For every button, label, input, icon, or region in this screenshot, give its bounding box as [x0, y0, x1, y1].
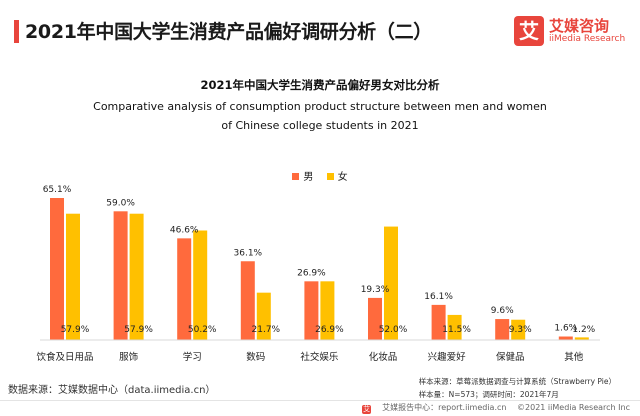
category-label-0: 饮食及日用品	[36, 351, 93, 363]
data-label-male-8: 1.6%	[554, 324, 577, 334]
bar-female-7	[511, 319, 526, 340]
category-label-6: 兴趣爱好	[428, 351, 467, 363]
data-label-male-2: 46.6%	[170, 225, 199, 235]
category-label-2: 学习	[183, 351, 202, 363]
data-label-male-5: 19.3%	[361, 285, 390, 295]
data-label-female-4: 26.9%	[315, 325, 344, 335]
chart-subtitle: Comparative analysis of consumption prod…	[0, 97, 640, 135]
chart-subtitle-line-2: of Chinese college students in 2021	[221, 119, 419, 132]
legend-swatch-female	[326, 173, 334, 180]
bar-female-0	[66, 213, 80, 340]
bar-male-3	[240, 261, 255, 340]
data-label-male-1: 59.0%	[106, 198, 135, 208]
chart-title: 2021年中国大学生消费产品偏好男女对比分析	[200, 78, 440, 92]
bar-female-8	[574, 337, 589, 340]
bar-female-6	[447, 314, 462, 340]
bar-male-6	[431, 304, 446, 340]
bar-female-3	[256, 292, 271, 340]
legend-item-male: 男	[292, 168, 313, 183]
sample-size: 样本量：N=573；调研时间：2021年7月	[418, 390, 559, 399]
bar-male-8	[558, 336, 573, 340]
data-label-male-4: 26.9%	[297, 268, 326, 278]
category-label-8: 其他	[564, 351, 584, 363]
chart-legend: 男 女	[0, 168, 640, 183]
bar-female-1	[129, 213, 144, 340]
data-label-female-6: 11.5%	[442, 325, 471, 335]
legend-label-male: 男	[303, 172, 314, 183]
sample-source: 样本来源：草莓派数据调查与计算系统（Strawberry Pie）	[418, 377, 616, 386]
category-label-5: 化妆品	[369, 351, 398, 363]
data-label-male-0: 65.1%	[43, 185, 72, 195]
category-label-1: 服饰	[119, 351, 138, 363]
data-label-female-0: 57.9%	[61, 325, 90, 335]
title-accent-bar	[14, 20, 19, 43]
data-label-female-7: 9.3%	[509, 325, 532, 335]
data-label-female-5: 52.0%	[379, 325, 408, 335]
chart-subtitle-line-1: Comparative analysis of consumption prod…	[93, 100, 547, 113]
data-label-female-3: 21.7%	[252, 325, 281, 335]
bar-male-2	[177, 238, 192, 340]
category-label-7: 保健品	[496, 351, 525, 363]
page-title: 2021年中国大学生消费产品偏好调研分析（二）	[25, 21, 432, 43]
footer-bar: 艾 艾媒报告中心：report.iimedia.cn ©2021 iiMedia …	[346, 402, 630, 414]
data-source: 数据来源：艾媒数据中心（data.iimedia.cn）	[8, 385, 216, 396]
bar-male-1	[113, 211, 128, 340]
copyright: ©2021 iiMedia Research Inc	[517, 403, 630, 412]
legend-swatch-male	[292, 173, 300, 180]
brand-logo-name-en: iiMedia Research	[549, 34, 626, 44]
report-site[interactable]: 艾 艾媒报告中心：report.iimedia.cn	[354, 403, 507, 414]
data-label-male-6: 16.1%	[424, 292, 453, 302]
data-label-female-1: 57.9%	[124, 325, 153, 335]
data-label-female-2: 50.2%	[188, 325, 217, 335]
legend-item-female: 女	[326, 168, 348, 183]
category-label-3: 数码	[246, 351, 265, 363]
data-label-male-7: 9.6%	[491, 306, 514, 316]
bar-female-5	[384, 226, 398, 340]
category-label-4: 社交娱乐	[300, 351, 339, 363]
bar-male-0	[50, 198, 64, 340]
footer-divider	[0, 400, 640, 401]
bar-male-5	[368, 297, 382, 340]
bar-male-4	[304, 281, 319, 340]
bar-female-2	[193, 230, 208, 340]
bar-female-4	[320, 281, 335, 340]
report-site-text: 艾媒报告中心：report.iimedia.cn	[382, 403, 507, 412]
sample-info: 样本来源：草莓派数据调查与计算系统（Strawberry Pie） 样本量：N=…	[419, 375, 616, 401]
data-label-female-8: 1.2%	[572, 325, 595, 335]
brand-logo-mark: 艾	[514, 16, 544, 46]
data-label-male-3: 36.1%	[234, 248, 263, 258]
mini-logo-mark: 艾	[362, 405, 372, 414]
brand-logo: 艾 艾媒咨询 iiMedia Research	[514, 14, 634, 48]
brand-logo-name: 艾媒咨询	[549, 17, 610, 35]
bar-male-7	[495, 319, 510, 340]
legend-label-female: 女	[337, 172, 348, 183]
